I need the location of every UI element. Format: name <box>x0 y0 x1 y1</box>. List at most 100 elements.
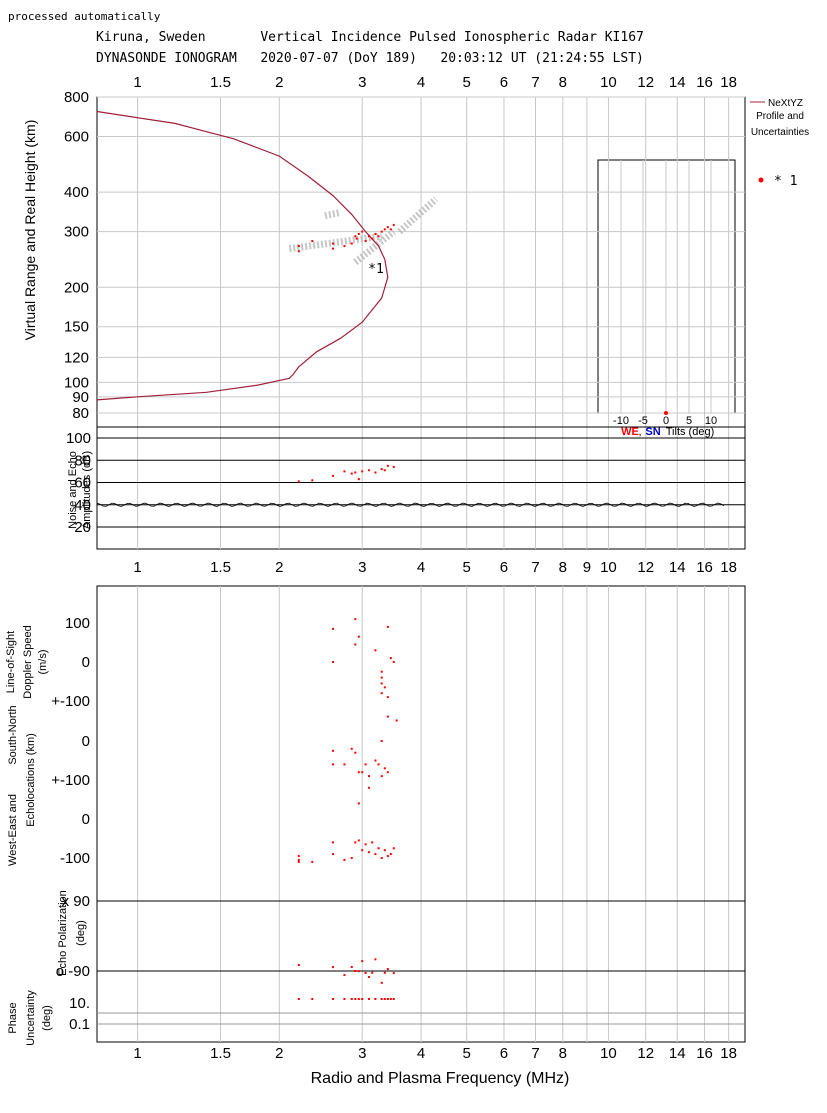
we-point <box>311 860 314 863</box>
polarization-point <box>392 972 395 975</box>
we-label: West-East and <box>7 794 19 866</box>
doppler-point <box>395 719 398 722</box>
phase-tick-label: 0.1 <box>69 1016 90 1033</box>
freq-tick-top: 18 <box>720 74 737 91</box>
sn-point <box>331 749 334 752</box>
pol-label-1: Echo Polarization <box>57 890 69 976</box>
polarization-point <box>361 960 364 963</box>
freq-tick-mid: 14 <box>669 559 686 576</box>
amp-point <box>311 479 314 482</box>
polarization-point <box>331 966 334 969</box>
freq-tick-mid: 10 <box>600 559 617 576</box>
nextyz-profile-curve <box>96 110 389 401</box>
tilt-tick-label: -5 <box>638 415 648 427</box>
sn-point <box>357 771 360 774</box>
echo-trace-band <box>288 232 383 253</box>
polarization-point <box>383 971 386 974</box>
echo-point <box>367 235 370 238</box>
echo-point <box>355 237 358 240</box>
freq-tick-top: 1 <box>133 74 141 91</box>
pol-label-2: (deg) <box>75 920 87 946</box>
doppler-point <box>380 682 383 685</box>
we-point <box>331 853 334 856</box>
legend-profile-2: Profile and <box>756 111 804 122</box>
phase-point <box>367 998 370 1000</box>
echo-point <box>389 228 392 231</box>
freq-tick-top: 4 <box>417 74 425 91</box>
amp-point <box>392 465 395 468</box>
phase-point <box>357 998 360 1000</box>
legend-profile-1: NeXtYZ <box>768 98 803 109</box>
we-point <box>331 841 334 844</box>
sn-point <box>361 771 364 774</box>
polarization-point <box>350 965 353 968</box>
freq-tick-bottom: 1.5 <box>210 1045 231 1062</box>
velocity-tick-label: +-100 <box>51 772 90 789</box>
polarization-point <box>380 981 383 984</box>
doppler-label-1: Line-of-Sight <box>5 631 17 693</box>
freq-tick-mid: 1 <box>133 559 141 576</box>
tilt-we-label: WE <box>621 426 639 438</box>
echo-point <box>331 242 334 245</box>
height-tick-label: 200 <box>64 279 89 296</box>
velocity-tick-label: 0 <box>82 811 90 828</box>
freq-tick-bottom: 16 <box>696 1045 713 1062</box>
amp-tick-label: 100 <box>66 430 91 447</box>
phase-point <box>361 998 364 1000</box>
grid-lines <box>97 96 745 1042</box>
sn-point <box>364 763 367 766</box>
tilts-label: Tilts (deg) <box>666 426 715 438</box>
echolocation-label: Echolocations (km) <box>25 733 37 827</box>
echo-point <box>371 237 374 240</box>
we-point <box>297 855 300 858</box>
pol-o-label: o -90 <box>56 963 90 980</box>
echo-point <box>377 235 380 238</box>
doppler-point <box>331 661 334 663</box>
phase-label-1: Phase <box>7 1002 19 1033</box>
doppler-label-2: Doppler Speed <box>22 625 34 698</box>
doppler-point <box>354 618 357 621</box>
echo-point <box>361 230 364 233</box>
echo-trace-band <box>397 196 439 235</box>
freq-tick-mid: 16 <box>696 559 713 576</box>
sn-point <box>380 740 383 742</box>
amp-point <box>297 480 300 483</box>
we-point <box>364 843 367 846</box>
sn-point <box>367 775 370 778</box>
freq-tick-bottom: 4 <box>417 1045 425 1062</box>
polarization-point <box>364 971 367 974</box>
echo-point <box>374 232 377 235</box>
height-axis-label: Virtual Range and Real Height (km) <box>22 119 38 341</box>
we-point <box>380 857 383 859</box>
velocity-tick-label: 0 <box>82 654 90 671</box>
we-point <box>377 847 380 850</box>
echo-trace-band <box>324 208 342 220</box>
height-tick-label: 400 <box>64 184 89 201</box>
ionogram-subtitle: DYNASONDE IONOGRAM 2020-07-07 (DoY 189) … <box>96 51 644 66</box>
we-point <box>357 839 360 842</box>
we-point <box>383 849 386 852</box>
doppler-point <box>383 686 386 689</box>
we-point <box>371 841 374 844</box>
trace-label: *1 <box>368 262 384 277</box>
amp-axis-label-1: Noise and Echo <box>67 451 79 529</box>
freq-tick-top: 14 <box>669 74 686 91</box>
velocity-tick-label: -100 <box>60 850 90 867</box>
amp-point <box>374 471 377 474</box>
echo-point <box>357 232 360 235</box>
doppler-point <box>392 661 395 663</box>
noise-floor-line <box>96 502 725 507</box>
doppler-point <box>380 676 383 679</box>
axis-labels: 8006004003002001501201009080100806040201… <box>5 74 809 1087</box>
echo-point <box>297 245 300 248</box>
phase-point <box>343 998 346 1000</box>
freq-tick-bottom: 6 <box>500 1045 508 1062</box>
amp-tick-label: 40 <box>74 497 91 514</box>
sn-point <box>380 775 383 778</box>
freq-tick-top: 5 <box>463 74 471 91</box>
doppler-point <box>380 692 383 695</box>
freq-tick-mid: 7 <box>531 559 539 576</box>
freq-tick-top: 6 <box>500 74 508 91</box>
we-point <box>386 855 389 858</box>
amp-point <box>357 478 360 481</box>
